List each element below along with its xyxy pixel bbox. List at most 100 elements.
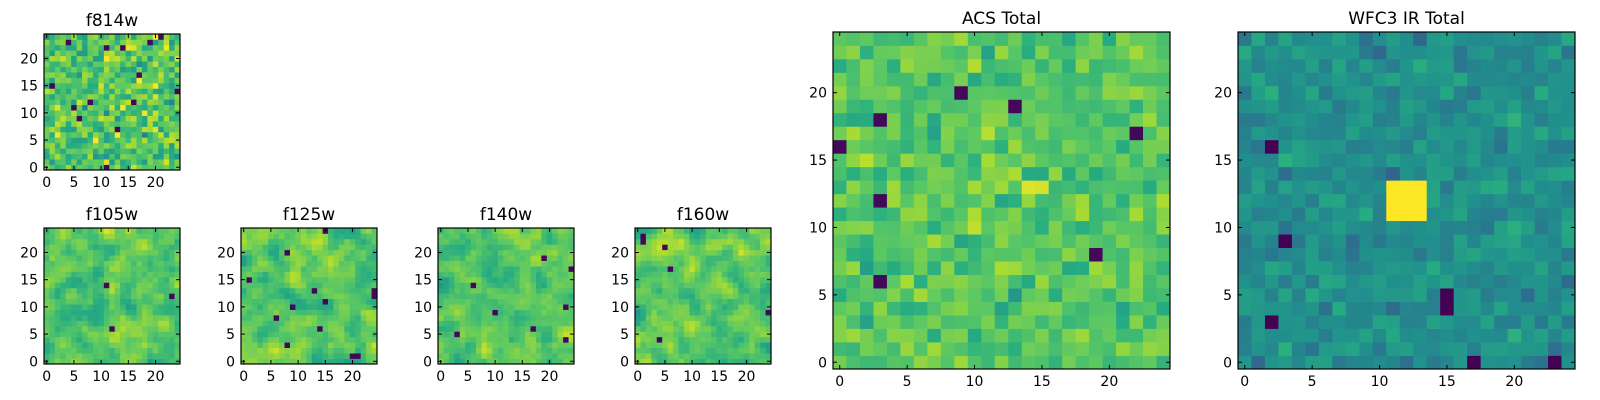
- heatmap-cell: [120, 104, 126, 111]
- heatmap-cell: [109, 331, 116, 338]
- heatmap-cell: [481, 293, 488, 300]
- heatmap-cell: [163, 331, 170, 338]
- heatmap-cell: [689, 260, 696, 267]
- heatmap-cell: [246, 304, 253, 310]
- heatmap-cell: [508, 266, 515, 272]
- heatmap-cell: [246, 271, 253, 278]
- heatmap-cell: [317, 287, 323, 294]
- heatmap-cell: [886, 328, 901, 343]
- heatmap-cell: [120, 115, 126, 122]
- heatmap-cell: [497, 325, 504, 332]
- heatmap-cell: [635, 353, 641, 359]
- heatmap-cell: [152, 347, 159, 354]
- heatmap-cell: [169, 77, 175, 84]
- heatmap-cell: [98, 304, 105, 310]
- heatmap-cell: [103, 99, 110, 106]
- heatmap-cell: [125, 93, 132, 100]
- heatmap-cell: [360, 249, 367, 256]
- heatmap-cell: [732, 244, 739, 251]
- heatmap-cell: [71, 309, 77, 316]
- heatmap-cell: [705, 304, 712, 310]
- heatmap-cell: [1426, 315, 1441, 329]
- heatmap-cell: [1332, 166, 1347, 181]
- heatmap-cell: [60, 88, 67, 95]
- heatmap-cell: [563, 331, 569, 338]
- heatmap-cell: [1561, 139, 1576, 154]
- heatmap-cell: [262, 271, 269, 278]
- heatmap-cell: [689, 342, 696, 349]
- heatmap-cell: [120, 39, 126, 46]
- heatmap-cell: [486, 331, 493, 338]
- heatmap-cell: [82, 293, 88, 300]
- heatmap-cell: [114, 148, 121, 155]
- heatmap-cell: [497, 358, 504, 365]
- heatmap-cell: [1413, 328, 1428, 343]
- heatmap-cell: [147, 315, 154, 321]
- heatmap-cell: [705, 358, 712, 365]
- heatmap-cell: [241, 266, 247, 272]
- heatmap-cell: [1143, 58, 1157, 73]
- heatmap-cell: [438, 238, 444, 245]
- heatmap-cell: [114, 353, 121, 359]
- panel-title: f140w: [480, 205, 532, 225]
- heatmap-cell: [760, 260, 766, 267]
- heatmap-cell: [1413, 45, 1428, 60]
- heatmap-cell: [1008, 72, 1023, 87]
- heatmap-cell: [705, 266, 712, 272]
- heatmap-cell: [645, 336, 652, 343]
- heatmap-cell: [476, 233, 482, 240]
- heatmap-cell: [651, 287, 658, 294]
- heatmap-cell: [635, 325, 641, 332]
- heatmap-cell: [1264, 166, 1279, 181]
- heatmap-cell: [131, 293, 137, 300]
- x-tick-label: 10: [92, 369, 110, 385]
- heatmap-cell: [1399, 166, 1414, 181]
- heatmap-cell: [1075, 85, 1090, 100]
- heatmap-cell: [289, 315, 296, 321]
- heatmap-cell: [967, 288, 982, 302]
- heatmap-cell: [136, 121, 143, 127]
- heatmap-cell: [541, 320, 548, 327]
- heatmap-cell: [371, 293, 378, 300]
- heatmap-cell: [678, 228, 685, 234]
- heatmap-cell: [1494, 32, 1508, 46]
- heatmap-cell: [438, 266, 444, 272]
- heatmap-cell: [349, 249, 356, 256]
- heatmap-cell: [300, 271, 307, 278]
- heatmap-cell: [174, 244, 181, 251]
- heatmap-cell: [656, 298, 663, 305]
- heatmap-cell: [486, 249, 493, 256]
- heatmap-cell: [732, 233, 739, 240]
- heatmap-cell: [98, 325, 105, 332]
- heatmap-cell: [873, 32, 888, 46]
- heatmap-cell: [1021, 193, 1036, 208]
- heatmap-cell: [295, 244, 302, 251]
- heatmap-cell: [760, 347, 766, 354]
- heatmap-cell: [87, 61, 94, 67]
- heatmap-cell: [1521, 193, 1535, 208]
- heatmap-cell: [1534, 301, 1549, 316]
- heatmap-cell: [98, 238, 105, 245]
- heatmap-cell: [60, 249, 67, 256]
- y-tick-label: 15: [1214, 153, 1232, 169]
- heatmap-cell: [289, 342, 296, 349]
- heatmap-cell: [1534, 315, 1549, 329]
- heatmap-cell: [136, 44, 143, 51]
- heatmap-cell: [120, 164, 126, 171]
- heatmap-cell: [103, 331, 110, 338]
- heatmap-cell: [738, 233, 745, 240]
- heatmap-cell: [1116, 207, 1130, 222]
- heatmap-cell: [732, 347, 739, 354]
- heatmap-cell: [360, 325, 367, 332]
- heatmap-cell: [273, 260, 280, 267]
- heatmap-cell: [1413, 261, 1428, 275]
- heatmap-cell: [76, 233, 83, 240]
- heatmap-cell: [967, 261, 982, 275]
- heatmap-cell: [656, 233, 663, 240]
- heatmap-cell: [103, 244, 110, 251]
- heatmap-cell: [541, 271, 548, 278]
- heatmap-cell: [65, 320, 72, 327]
- heatmap-cell: [87, 238, 94, 245]
- heatmap-cell: [1291, 234, 1306, 249]
- heatmap-cell: [859, 153, 874, 168]
